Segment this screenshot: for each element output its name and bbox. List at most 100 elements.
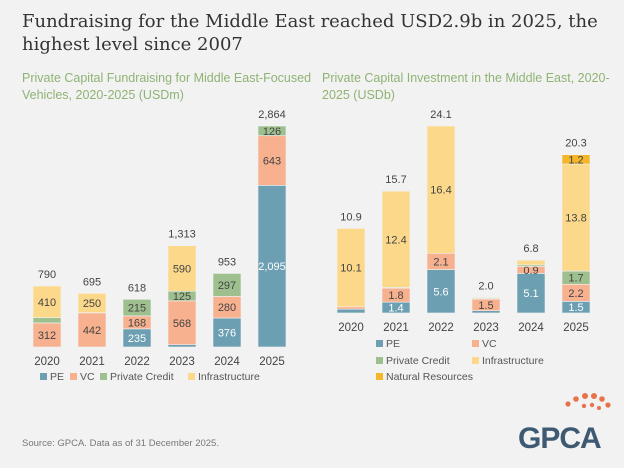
legend-label: Private Credit [386,355,450,367]
bar-infrastructure-2023 [167,245,197,292]
source-note: Source: GPCA. Data as of 31 December 202… [22,438,219,449]
bar-pe-2022 [426,269,456,314]
bar-infrastructure-2022 [426,125,456,254]
x-tick-label: 2021 [383,322,409,334]
x-tick-label: 2024 [518,322,544,334]
data-label: 168 [128,317,146,329]
legend-swatch [188,373,195,380]
bar-infrastructure-2020 [336,228,366,308]
page-title: Fundraising for the Middle East reached … [22,11,598,55]
legend-swatch [40,373,47,380]
total-label: 2,864 [258,109,286,121]
data-label: 125 [173,291,191,303]
legend-label: Infrastructure [482,355,544,367]
x-tick-label: 2025 [259,356,285,368]
bar-infrastructure-2024 [516,259,546,266]
data-label: 1.5 [478,300,493,312]
total-label: 695 [83,276,101,288]
data-label: 250 [83,298,101,310]
legend-swatch [472,357,479,364]
legend-swatch [376,373,383,380]
data-label: 643 [263,156,281,168]
legend-swatch [376,340,383,347]
legend-label: VC [482,338,497,350]
legend-swatch [70,373,77,380]
legend-swatch [100,373,107,380]
x-tick-label: 2023 [169,356,195,368]
legend-item-natural-resources: Natural Resources [376,371,473,383]
total-label: 6.8 [523,243,538,255]
gpca-logo: GPCA [518,393,611,455]
bar-private-credit-2024 [212,273,242,297]
bar-infrastructure-2021 [381,190,411,288]
legend-swatch [472,340,479,347]
data-label: 2,095 [258,261,286,273]
data-label: 2.1 [433,256,448,268]
bar-pe-2025 [257,185,287,348]
data-label: 5.1 [523,288,538,300]
bar-infrastructure-2020 [32,285,62,318]
bar-vc-2023 [167,300,197,345]
total-label: 2.0 [478,280,493,292]
total-label: 10.9 [340,211,361,223]
legend-label: Infrastructure [198,371,260,383]
total-label: 790 [38,269,56,281]
bar-infrastructure-2025 [561,163,591,272]
chart-0: 312 410 790 2020 442 250 695 2021 235 168 215 618 20… [32,109,287,383]
bar-pe-2024 [516,273,546,314]
data-label: 1.2 [568,154,583,166]
bar-pe-2023 [167,344,197,348]
data-label: 12.4 [385,234,406,246]
x-tick-label: 2023 [473,322,499,334]
data-label: 1.8 [388,290,403,302]
total-label: 15.7 [385,174,406,186]
data-label: 590 [173,263,191,275]
data-label: 126 [263,126,281,138]
data-label: 1.7 [568,273,583,285]
data-label: 1.4 [388,303,403,315]
legend-item-infrastructure: Infrastructure [472,355,544,367]
chart-1: 10.1 10.9 2020 1.41.8 12.4 15.7 2021 5.6 2.1 16.4… [336,109,591,383]
data-label: 10.1 [340,263,361,275]
x-tick-label: 2020 [34,356,60,368]
data-label: 297 [218,280,236,292]
x-tick-label: 2024 [214,356,240,368]
data-label: 13.8 [565,213,586,225]
legend-label: Natural Resources [386,371,473,383]
x-tick-label: 2020 [338,322,364,334]
legend-item-infrastructure: Infrastructure [188,371,260,383]
svg-text:GPCA: GPCA [518,422,601,455]
bar-pe-2020 [336,308,366,314]
data-label: 215 [128,303,146,315]
legend-label: Private Credit [110,371,174,383]
data-label: 376 [218,327,236,339]
data-label: 410 [38,297,56,309]
legend-label: PE [386,338,400,350]
x-tick-label: 2025 [563,322,589,334]
legend-item-pe: PE [376,338,400,350]
bar-vc-2020 [336,306,366,310]
legend-label: PE [50,371,64,383]
bar-private-credit-2020 [32,317,62,324]
legend-item-private-credit: Private Credit [376,355,450,367]
total-label: 1,313 [168,229,196,241]
data-label: 16.4 [430,185,451,197]
data-label: 5.6 [433,286,448,298]
bar-private-credit-2022 [122,299,152,317]
total-label: 618 [128,282,146,294]
legend-item-vc: VC [70,371,95,383]
bar-vc-2021 [77,312,107,348]
data-label: 2.2 [568,288,583,300]
data-label: 568 [173,318,191,330]
total-label: 24.1 [430,109,451,121]
data-label: 312 [38,330,56,342]
bar-natural-resources-2025 [561,154,591,165]
chart-title-investment: Private Capital Investment in the Middle… [322,71,610,102]
legend-label: VC [80,371,95,383]
chart-title-fundraising: Private Capital Fundraising for Middle E… [22,71,312,102]
data-label: 235 [128,333,146,345]
total-label: 20.3 [565,138,586,150]
legend-item-pe: PE [40,371,64,383]
